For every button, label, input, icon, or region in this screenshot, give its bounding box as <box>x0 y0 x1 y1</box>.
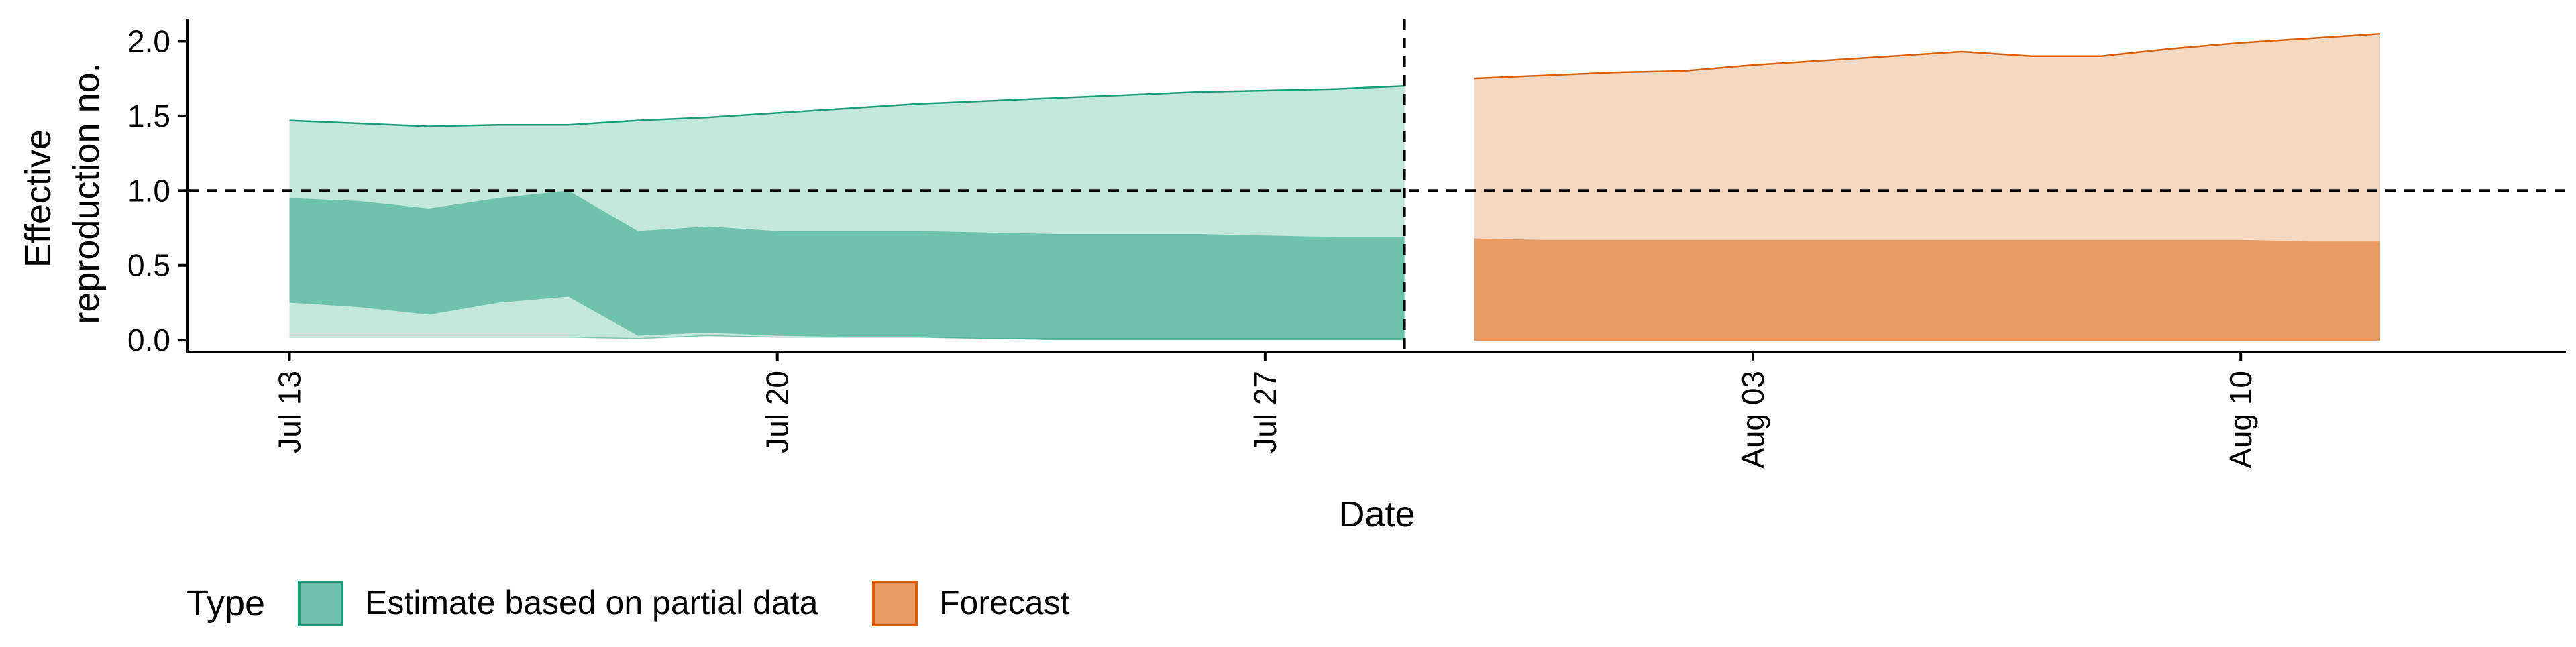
y-tick-label: 0.5 <box>127 248 170 283</box>
x-axis-ticks: Jul 13 Jul 20 Jul 27 Aug 03 Aug 10 <box>272 352 2258 469</box>
y-tick-label: 0.0 <box>127 322 170 357</box>
y-axis-ticks: 0.0 0.5 1.0 1.5 2.0 <box>127 23 188 357</box>
y-axis-title: Effective reproduction no. <box>18 62 107 324</box>
x-tick-label: Aug 10 <box>2223 371 2258 469</box>
y-tick-label: 2.0 <box>127 23 170 58</box>
bands-layer <box>289 33 2381 341</box>
band-edge-upper-forecast <box>1474 33 2381 80</box>
reference-lines <box>188 19 2566 352</box>
x-tick-label: Jul 13 <box>272 371 307 453</box>
legend: Type Estimate based on partial data Fore… <box>186 581 1070 626</box>
y-tick-label: 1.5 <box>127 99 170 133</box>
band-edge-upper-estimate <box>289 85 1405 127</box>
axes: 0.0 0.5 1.0 1.5 2.0 Jul 13 Jul 20 Jul 27 Aug 03… <box>18 19 2566 534</box>
legend-key-estimate <box>298 581 343 626</box>
x-tick-label: Aug 03 <box>1735 371 1770 469</box>
x-tick-label: Jul 20 <box>760 371 795 453</box>
legend-label-forecast: Forecast <box>939 584 1070 622</box>
band-edge-lower-estimate <box>289 335 1405 339</box>
band-50-estimate <box>289 190 1405 341</box>
x-tick-label: Jul 27 <box>1248 371 1283 453</box>
legend-key-forecast <box>872 581 918 626</box>
y-tick-label: 1.0 <box>127 173 170 208</box>
x-axis-title: Date <box>1338 494 1415 534</box>
band-50-forecast <box>1474 238 2380 341</box>
legend-label-estimate: Estimate based on partial data <box>365 584 818 622</box>
y-axis-title-line-1: Effective <box>18 129 58 268</box>
y-axis-title-line-2: reproduction no. <box>66 62 107 324</box>
legend-title: Type <box>186 583 265 624</box>
